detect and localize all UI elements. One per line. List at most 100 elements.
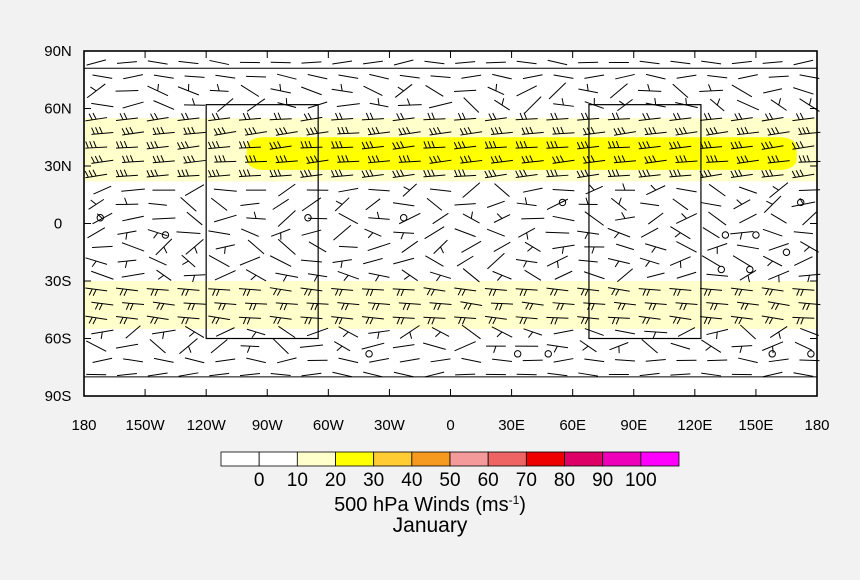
- barb-feather: [146, 170, 151, 177]
- wind-barb: [669, 315, 692, 325]
- barb-shaft: [153, 100, 175, 110]
- barb-shaft: [121, 272, 145, 278]
- barb-feather: [611, 317, 616, 325]
- wind-barb: [706, 155, 729, 163]
- barb-feather: [431, 112, 435, 120]
- barb-feather: [154, 169, 159, 177]
- barb-feather: [91, 127, 95, 135]
- barb-feather: [375, 303, 380, 311]
- barb-feather: [561, 98, 564, 106]
- barb-shaft: [246, 357, 266, 364]
- barb-feather: [676, 141, 681, 148]
- wind-barb: [185, 238, 204, 255]
- barb-shaft: [706, 160, 729, 163]
- barb-shaft: [484, 117, 507, 122]
- wind-barb: [767, 155, 790, 164]
- barb-feather: [706, 155, 710, 163]
- barb-feather: [457, 288, 462, 296]
- wind-barb: [584, 74, 605, 79]
- x-tick-label: 60W: [313, 417, 345, 434]
- barb-feather: [738, 169, 743, 177]
- colorbar-tick-label: 70: [516, 470, 537, 491]
- barb-feather: [123, 317, 128, 325]
- wind-barb: [393, 59, 414, 66]
- barb-feather: [795, 141, 800, 149]
- colorbar-label: 500 hPa Winds (ms-1): [0, 493, 860, 517]
- barb-shaft: [802, 211, 817, 226]
- barb-feather: [796, 288, 800, 296]
- barb-feather: [646, 112, 651, 120]
- barb-shaft: [615, 73, 635, 80]
- wind-barb: [426, 197, 443, 211]
- colorbar-tick-label: 30: [363, 470, 384, 491]
- wind-barb: [522, 187, 543, 193]
- barb-shaft: [338, 187, 359, 193]
- barb-feather: [524, 197, 528, 205]
- barb-shaft: [793, 87, 814, 95]
- wind-barb: [576, 141, 600, 150]
- wind-barb: [368, 302, 391, 311]
- barb-feather: [367, 155, 372, 163]
- barb-shaft: [548, 82, 567, 100]
- barb-shaft: [152, 217, 176, 220]
- barb-feather: [249, 303, 253, 311]
- barb-shaft: [768, 75, 789, 78]
- wind-barb: [184, 357, 205, 364]
- barb-feather: [795, 113, 800, 120]
- barb-feather: [154, 289, 159, 297]
- barb-feather: [710, 303, 714, 310]
- barb-feather: [642, 288, 647, 296]
- wind-barb: [398, 302, 421, 311]
- wind-barb: [793, 59, 814, 66]
- wind-barb: [516, 60, 537, 65]
- barb-feather: [335, 200, 343, 205]
- wind-barb: [429, 126, 452, 136]
- wind-barb: [117, 230, 137, 240]
- barb-feather: [214, 155, 218, 163]
- barb-feather: [224, 246, 226, 254]
- barb-feather: [367, 232, 374, 239]
- wind-barb: [676, 74, 697, 79]
- wind-barb: [670, 60, 691, 65]
- wind-barb: [521, 217, 545, 220]
- barb-feather: [154, 141, 159, 148]
- barb-feather: [488, 113, 493, 121]
- barb-feather: [525, 127, 530, 134]
- wind-barb: [454, 89, 477, 93]
- barb-feather: [246, 140, 251, 148]
- barb-feather: [457, 141, 462, 149]
- wind-barb: [609, 83, 628, 99]
- wind-barb: [148, 202, 167, 206]
- barb-feather: [546, 169, 550, 177]
- wind-barb: [518, 227, 536, 240]
- wind-barb: [763, 88, 783, 94]
- barb-feather: [238, 141, 243, 149]
- barb-feather: [377, 331, 380, 339]
- barb-feather: [300, 170, 305, 178]
- barb-shaft: [515, 118, 538, 121]
- barb-shaft: [399, 74, 420, 79]
- barb-shaft: [584, 358, 605, 363]
- barb-feather: [181, 317, 185, 325]
- barb-feather: [88, 113, 93, 121]
- barb-shaft: [799, 359, 820, 362]
- barb-feather: [248, 127, 253, 135]
- wind-barb: [398, 155, 421, 163]
- wind-barb: [607, 257, 630, 268]
- barb-feather: [768, 112, 774, 120]
- barb-shaft: [461, 324, 481, 340]
- barb-feather: [461, 141, 466, 148]
- barb-feather: [150, 141, 155, 149]
- wind-barb: [423, 140, 446, 149]
- barb-shaft: [184, 184, 205, 196]
- wind-barb: [707, 243, 728, 254]
- wind-barb: [552, 189, 575, 192]
- barb-feather: [582, 345, 589, 351]
- barb-feather: [335, 112, 339, 120]
- wind-barb: [177, 83, 200, 96]
- wind-barb: [122, 101, 144, 109]
- barb-shaft: [707, 359, 728, 362]
- barb-shaft: [547, 59, 568, 66]
- wind-barb: [269, 255, 292, 267]
- barb-shaft: [577, 173, 600, 179]
